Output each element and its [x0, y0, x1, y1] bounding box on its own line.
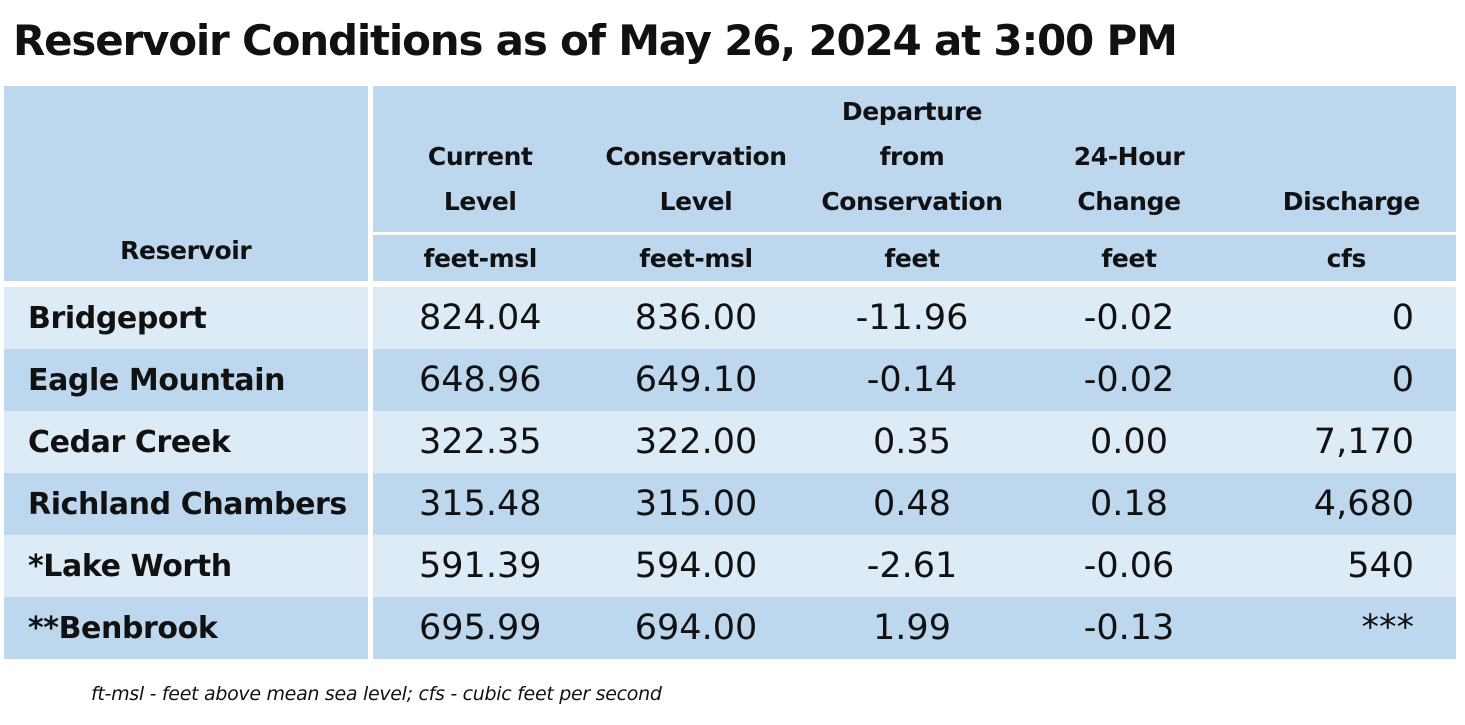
header-discharge: Discharge [1238, 86, 1456, 234]
discharge-cell: 4,680 [1238, 473, 1456, 535]
header-departure: Departure from Conservation [804, 86, 1020, 234]
header-current-line2: Level [443, 187, 517, 216]
current-level-cell: 591.39 [370, 535, 588, 597]
header-conservation-line2: Level [659, 187, 733, 216]
header-change-line1: 24-Hour [1073, 142, 1185, 171]
page-title: Reservoir Conditions as of May 26, 2024 … [13, 16, 1178, 65]
conservation-level-cell: 836.00 [588, 281, 804, 349]
table-row: **Benbrook 695.99 694.00 1.99 -0.13 *** [4, 597, 1456, 659]
unit-departure: feet [804, 232, 1020, 284]
header-departure-line3: Conservation [821, 187, 1003, 216]
discharge-cell: *** [1238, 597, 1456, 659]
change-cell: -0.02 [1020, 349, 1238, 411]
discharge-cell: 7,170 [1238, 411, 1456, 473]
header-current-level: Current Level [370, 86, 588, 234]
header-current-line1: Current [427, 142, 533, 171]
reservoir-name: Cedar Creek [4, 411, 373, 473]
table-row: Eagle Mountain 648.96 649.10 -0.14 -0.02… [4, 349, 1456, 411]
departure-cell: -2.61 [804, 535, 1020, 597]
header-conservation-level: Conservation Level [588, 86, 804, 234]
footnote: ft-msl - feet above mean sea level; cfs … [91, 683, 662, 705]
current-level-cell: 315.48 [370, 473, 588, 535]
unit-current-level: feet-msl [370, 232, 588, 284]
reservoir-name: Richland Chambers [4, 473, 373, 535]
conservation-level-cell: 322.00 [588, 411, 804, 473]
header-change-line2: Change [1077, 187, 1181, 216]
change-cell: -0.02 [1020, 281, 1238, 349]
departure-cell: 0.35 [804, 411, 1020, 473]
conservation-level-cell: 694.00 [588, 597, 804, 659]
table-row: Cedar Creek 322.35 322.00 0.35 0.00 7,17… [4, 411, 1456, 473]
change-cell: 0.00 [1020, 411, 1238, 473]
discharge-cell: 0 [1238, 281, 1456, 349]
header-24h-change: 24-Hour Change [1020, 86, 1238, 234]
header-departure-line2: from [879, 142, 945, 171]
current-level-cell: 322.35 [370, 411, 588, 473]
current-level-cell: 824.04 [370, 281, 588, 349]
reservoir-name: Bridgeport [4, 281, 373, 349]
change-cell: -0.13 [1020, 597, 1238, 659]
conservation-level-cell: 649.10 [588, 349, 804, 411]
header-conservation-line1: Conservation [605, 142, 787, 171]
header-discharge-label: Discharge [1282, 187, 1421, 216]
unit-conservation-level: feet-msl [588, 232, 804, 284]
conservation-level-cell: 594.00 [588, 535, 804, 597]
table-row: *Lake Worth 591.39 594.00 -2.61 -0.06 54… [4, 535, 1456, 597]
reservoir-table: Reservoir Current Level Conservation Lev… [4, 86, 1456, 659]
departure-cell: -11.96 [804, 281, 1020, 349]
departure-cell: -0.14 [804, 349, 1020, 411]
header-reservoir: Reservoir [4, 86, 373, 284]
current-level-cell: 648.96 [370, 349, 588, 411]
departure-cell: 0.48 [804, 473, 1020, 535]
change-cell: -0.06 [1020, 535, 1238, 597]
unit-24h-change: feet [1020, 232, 1238, 284]
header-reservoir-label: Reservoir [120, 236, 252, 265]
table-body: Bridgeport 824.04 836.00 -11.96 -0.02 0 … [4, 281, 1456, 659]
departure-cell: 1.99 [804, 597, 1020, 659]
reservoir-name: Eagle Mountain [4, 349, 373, 411]
current-level-cell: 695.99 [370, 597, 588, 659]
conservation-level-cell: 315.00 [588, 473, 804, 535]
reservoir-name: **Benbrook [4, 597, 373, 659]
discharge-cell: 540 [1238, 535, 1456, 597]
unit-discharge: cfs [1238, 232, 1456, 284]
discharge-cell: 0 [1238, 349, 1456, 411]
change-cell: 0.18 [1020, 473, 1238, 535]
table-row: Richland Chambers 315.48 315.00 0.48 0.1… [4, 473, 1456, 535]
table-row: Bridgeport 824.04 836.00 -11.96 -0.02 0 [4, 281, 1456, 349]
table-header: Reservoir Current Level Conservation Lev… [4, 86, 1456, 284]
header-departure-line1: Departure [841, 97, 983, 126]
reservoir-name: *Lake Worth [4, 535, 373, 597]
